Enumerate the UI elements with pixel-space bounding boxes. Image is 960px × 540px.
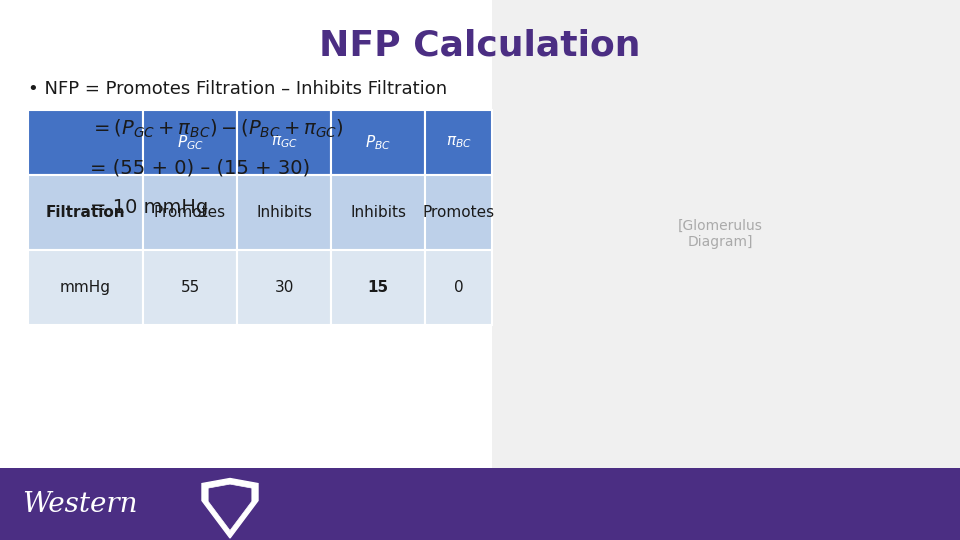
Bar [143,175,237,250]
Bar [28,250,143,325]
Text: [Glomerulus
Diagram]: [Glomerulus Diagram] [678,219,762,249]
Text: $P_{GC}$: $P_{GC}$ [177,133,204,152]
Text: Western: Western [22,490,137,517]
Text: $P_{BC}$: $P_{BC}$ [365,133,391,152]
Text: 30: 30 [275,280,294,295]
Text: Filtration: Filtration [46,205,126,220]
Bar [492,0,960,468]
Text: $\pi_{GC}$: $\pi_{GC}$ [271,134,298,150]
Bar [425,175,492,250]
Bar [28,175,143,250]
Text: = (55 + 0) – (15 + 30): = (55 + 0) – (15 + 30) [90,158,310,177]
Bar [143,110,237,175]
Bar [143,250,237,325]
Text: 55: 55 [180,280,200,295]
Text: 15: 15 [368,280,389,295]
Text: Promotes: Promotes [422,205,494,220]
Text: Promotes: Promotes [154,205,226,220]
Bar [237,110,331,175]
Text: $= (P_{GC}+ \pi_{BC}) - (P_{BC}+ \pi_{GC})$: $= (P_{GC}+ \pi_{BC}) - (P_{BC}+ \pi_{GC… [90,118,344,140]
Bar [425,250,492,325]
Bar [331,175,425,250]
Bar [237,250,331,325]
Polygon shape [208,484,252,530]
Text: NFP Calculation: NFP Calculation [320,28,640,62]
Polygon shape [202,478,258,538]
Bar [331,250,425,325]
Text: = 10 mmHg: = 10 mmHg [90,198,208,217]
Bar [237,175,331,250]
Text: • NFP = Promotes Filtration – Inhibits Filtration: • NFP = Promotes Filtration – Inhibits F… [28,80,447,98]
Bar [0,468,960,540]
Bar [331,110,425,175]
Text: Inhibits: Inhibits [256,205,312,220]
Text: Inhibits: Inhibits [350,205,406,220]
Text: $\pi_{BC}$: $\pi_{BC}$ [445,134,471,150]
Bar [28,110,143,175]
Text: 0: 0 [454,280,464,295]
Bar [425,110,492,175]
Text: mmHg: mmHg [60,280,111,295]
